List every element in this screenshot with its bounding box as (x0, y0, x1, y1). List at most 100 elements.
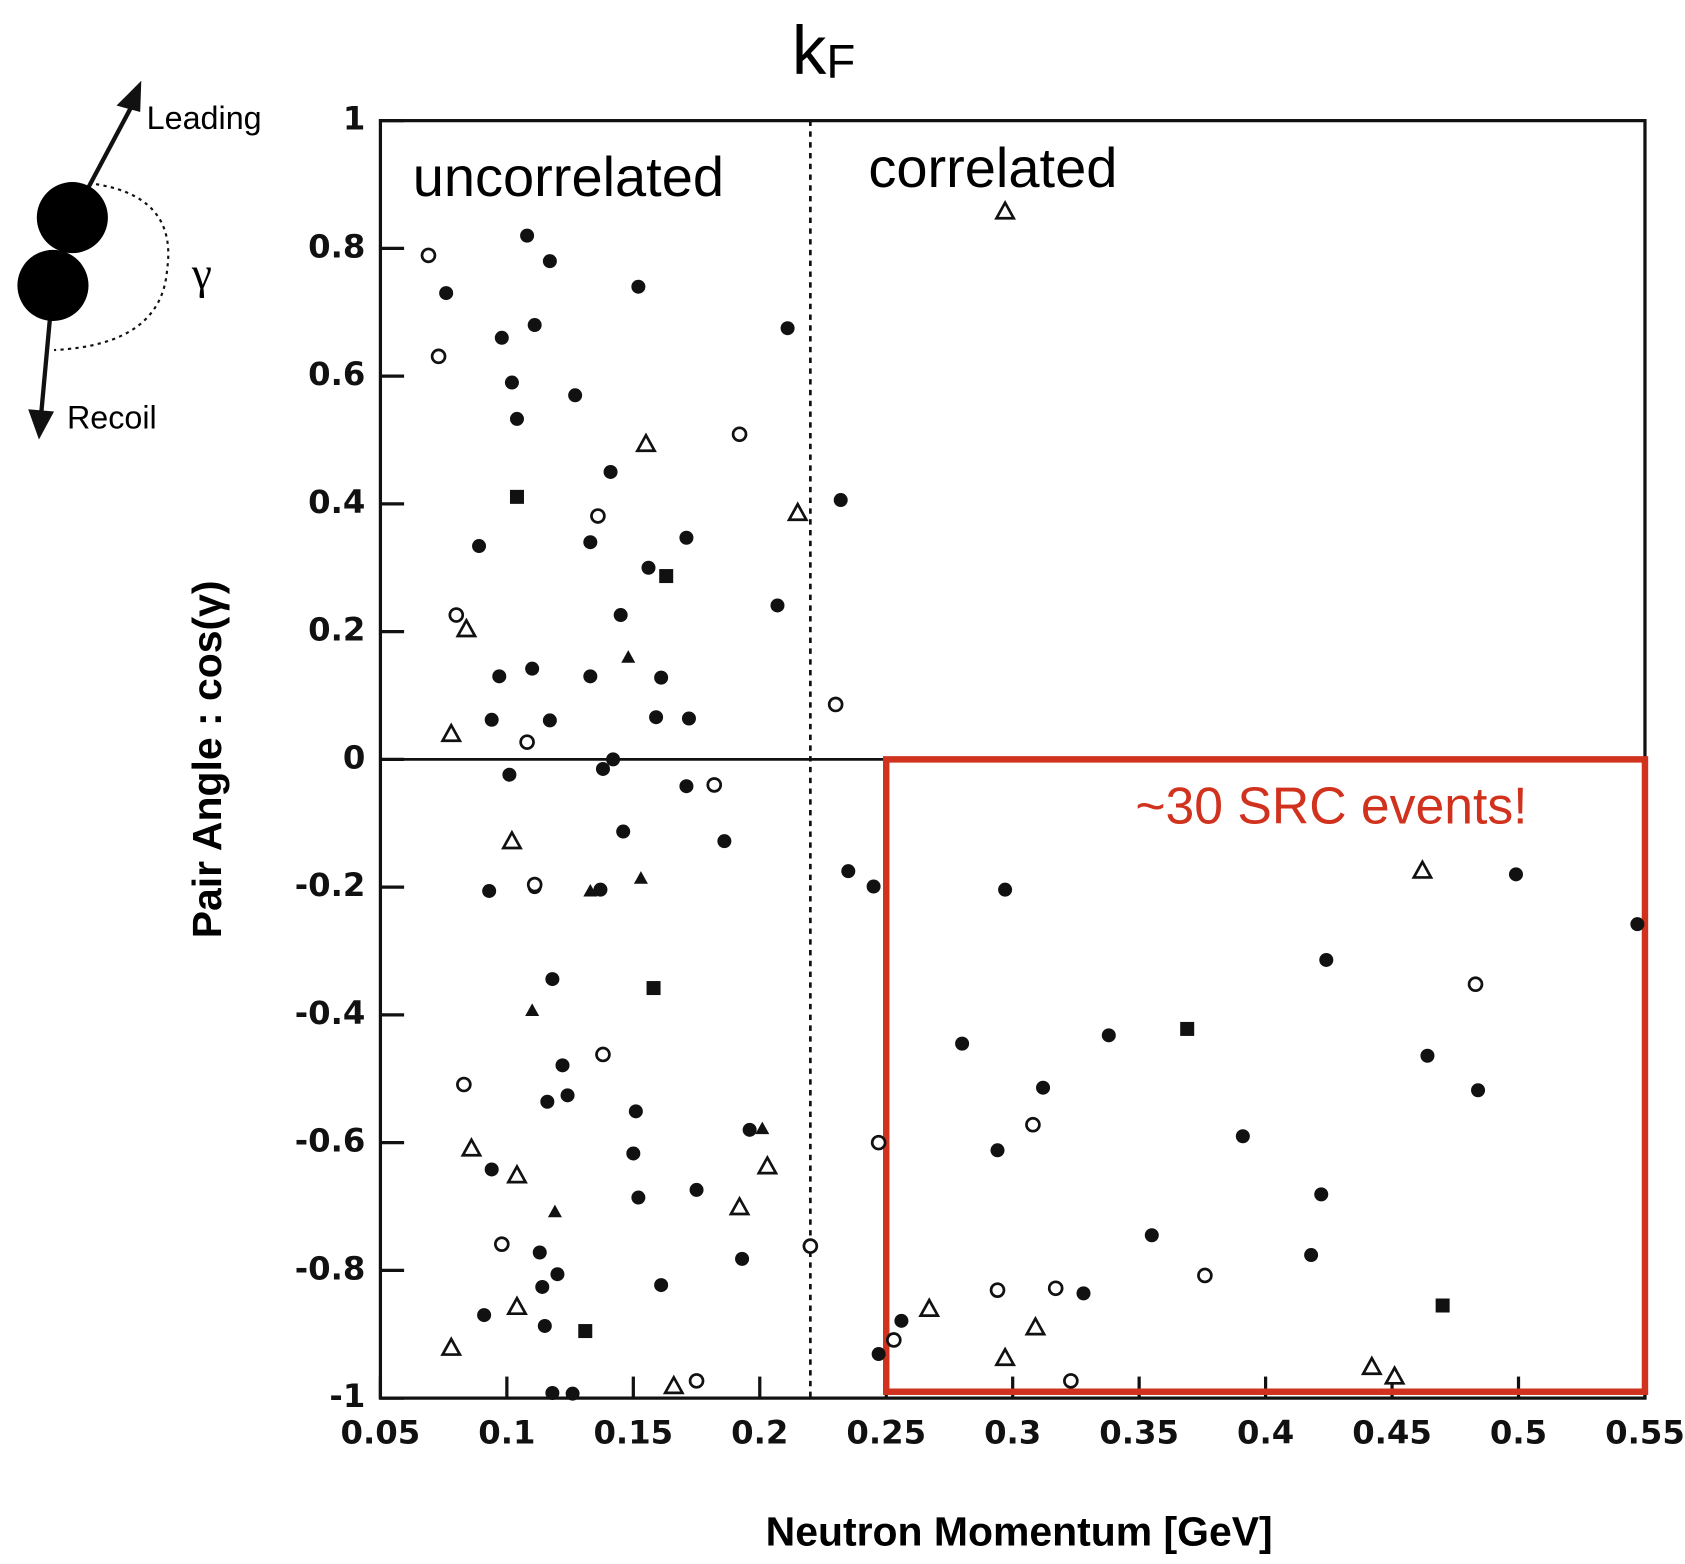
point (1180, 1021, 1195, 1036)
y-tick-label: -0.2 (295, 866, 366, 904)
point (659, 569, 674, 584)
leading-label: Leading (147, 100, 262, 136)
point (494, 330, 509, 345)
point (545, 1386, 560, 1401)
point (526, 876, 543, 893)
point (595, 1046, 611, 1063)
point (509, 489, 524, 504)
point (545, 972, 560, 987)
point (679, 779, 694, 794)
point (731, 426, 748, 443)
point (537, 1318, 552, 1333)
point (989, 1282, 1006, 1298)
point (420, 247, 437, 264)
point (525, 1003, 540, 1017)
point (786, 501, 809, 522)
point (1101, 1028, 1116, 1043)
point (509, 411, 524, 426)
point (735, 1251, 750, 1266)
point (492, 669, 507, 684)
point (955, 1036, 970, 1051)
point (583, 535, 598, 550)
point (841, 864, 856, 879)
point (894, 1313, 909, 1328)
point (550, 1267, 565, 1282)
point (1467, 976, 1484, 993)
point (613, 608, 628, 623)
point (527, 318, 542, 333)
point (542, 254, 557, 269)
point (560, 1088, 575, 1103)
point (583, 883, 598, 897)
point (641, 560, 656, 575)
point (635, 432, 657, 453)
point (679, 530, 694, 545)
y-tick-label: 1 (343, 100, 365, 138)
point (918, 1297, 941, 1317)
point (606, 752, 621, 767)
annotation-box: ~30 SRC events! (1135, 777, 1527, 835)
point (542, 713, 557, 728)
nucleon (17, 249, 89, 321)
point (440, 1336, 463, 1356)
nucleon (36, 182, 108, 254)
point (631, 279, 646, 294)
point (430, 348, 447, 365)
point (994, 199, 1017, 220)
x-tick-label: 0.05 (341, 1414, 421, 1452)
x-tick-label: 0.45 (1352, 1414, 1432, 1452)
point (871, 1347, 886, 1362)
point (502, 767, 517, 782)
point (440, 722, 463, 743)
point (520, 228, 535, 243)
point (1304, 1248, 1319, 1263)
point (1508, 867, 1523, 882)
point (1314, 1187, 1329, 1202)
src-box (883, 756, 1649, 1395)
point (886, 1332, 902, 1348)
point (780, 321, 795, 336)
point (1360, 1355, 1383, 1376)
point (565, 1386, 580, 1401)
point (519, 734, 535, 750)
point (595, 761, 610, 776)
x-tick-label: 0.3 (984, 1414, 1041, 1452)
title-sub: F (826, 35, 855, 88)
point (646, 981, 661, 996)
y-tick-label: 0.8 (308, 227, 365, 265)
angle-label: γ (191, 248, 212, 298)
point (1024, 1315, 1047, 1336)
pair-diagram: Leading Recoil γ (17, 80, 262, 440)
point (439, 286, 454, 301)
point (689, 1182, 704, 1197)
x-tick-label: 0.25 (846, 1414, 926, 1452)
point (1047, 1280, 1064, 1297)
point (532, 1245, 547, 1260)
point (827, 696, 844, 713)
y-tick-label: 0.2 (308, 611, 365, 649)
recoil-label: Recoil (67, 400, 157, 436)
point (1197, 1267, 1213, 1284)
point (578, 1324, 593, 1339)
point (654, 1278, 669, 1293)
arrowhead (116, 80, 142, 113)
point (484, 712, 499, 727)
point (1471, 1083, 1486, 1098)
point (456, 1076, 472, 1093)
point (477, 1308, 492, 1323)
point (547, 1204, 562, 1218)
point (833, 493, 848, 508)
y-tick-label: -0.4 (295, 994, 366, 1032)
point (621, 650, 636, 663)
point (1435, 1298, 1450, 1313)
point (870, 1134, 887, 1151)
point (472, 539, 487, 554)
title-main: k (792, 12, 827, 89)
x-tick-label: 0.1 (478, 1414, 535, 1452)
point (649, 710, 664, 725)
point (448, 607, 465, 623)
point (593, 882, 608, 897)
point (568, 388, 583, 403)
angle-arc (53, 182, 170, 352)
